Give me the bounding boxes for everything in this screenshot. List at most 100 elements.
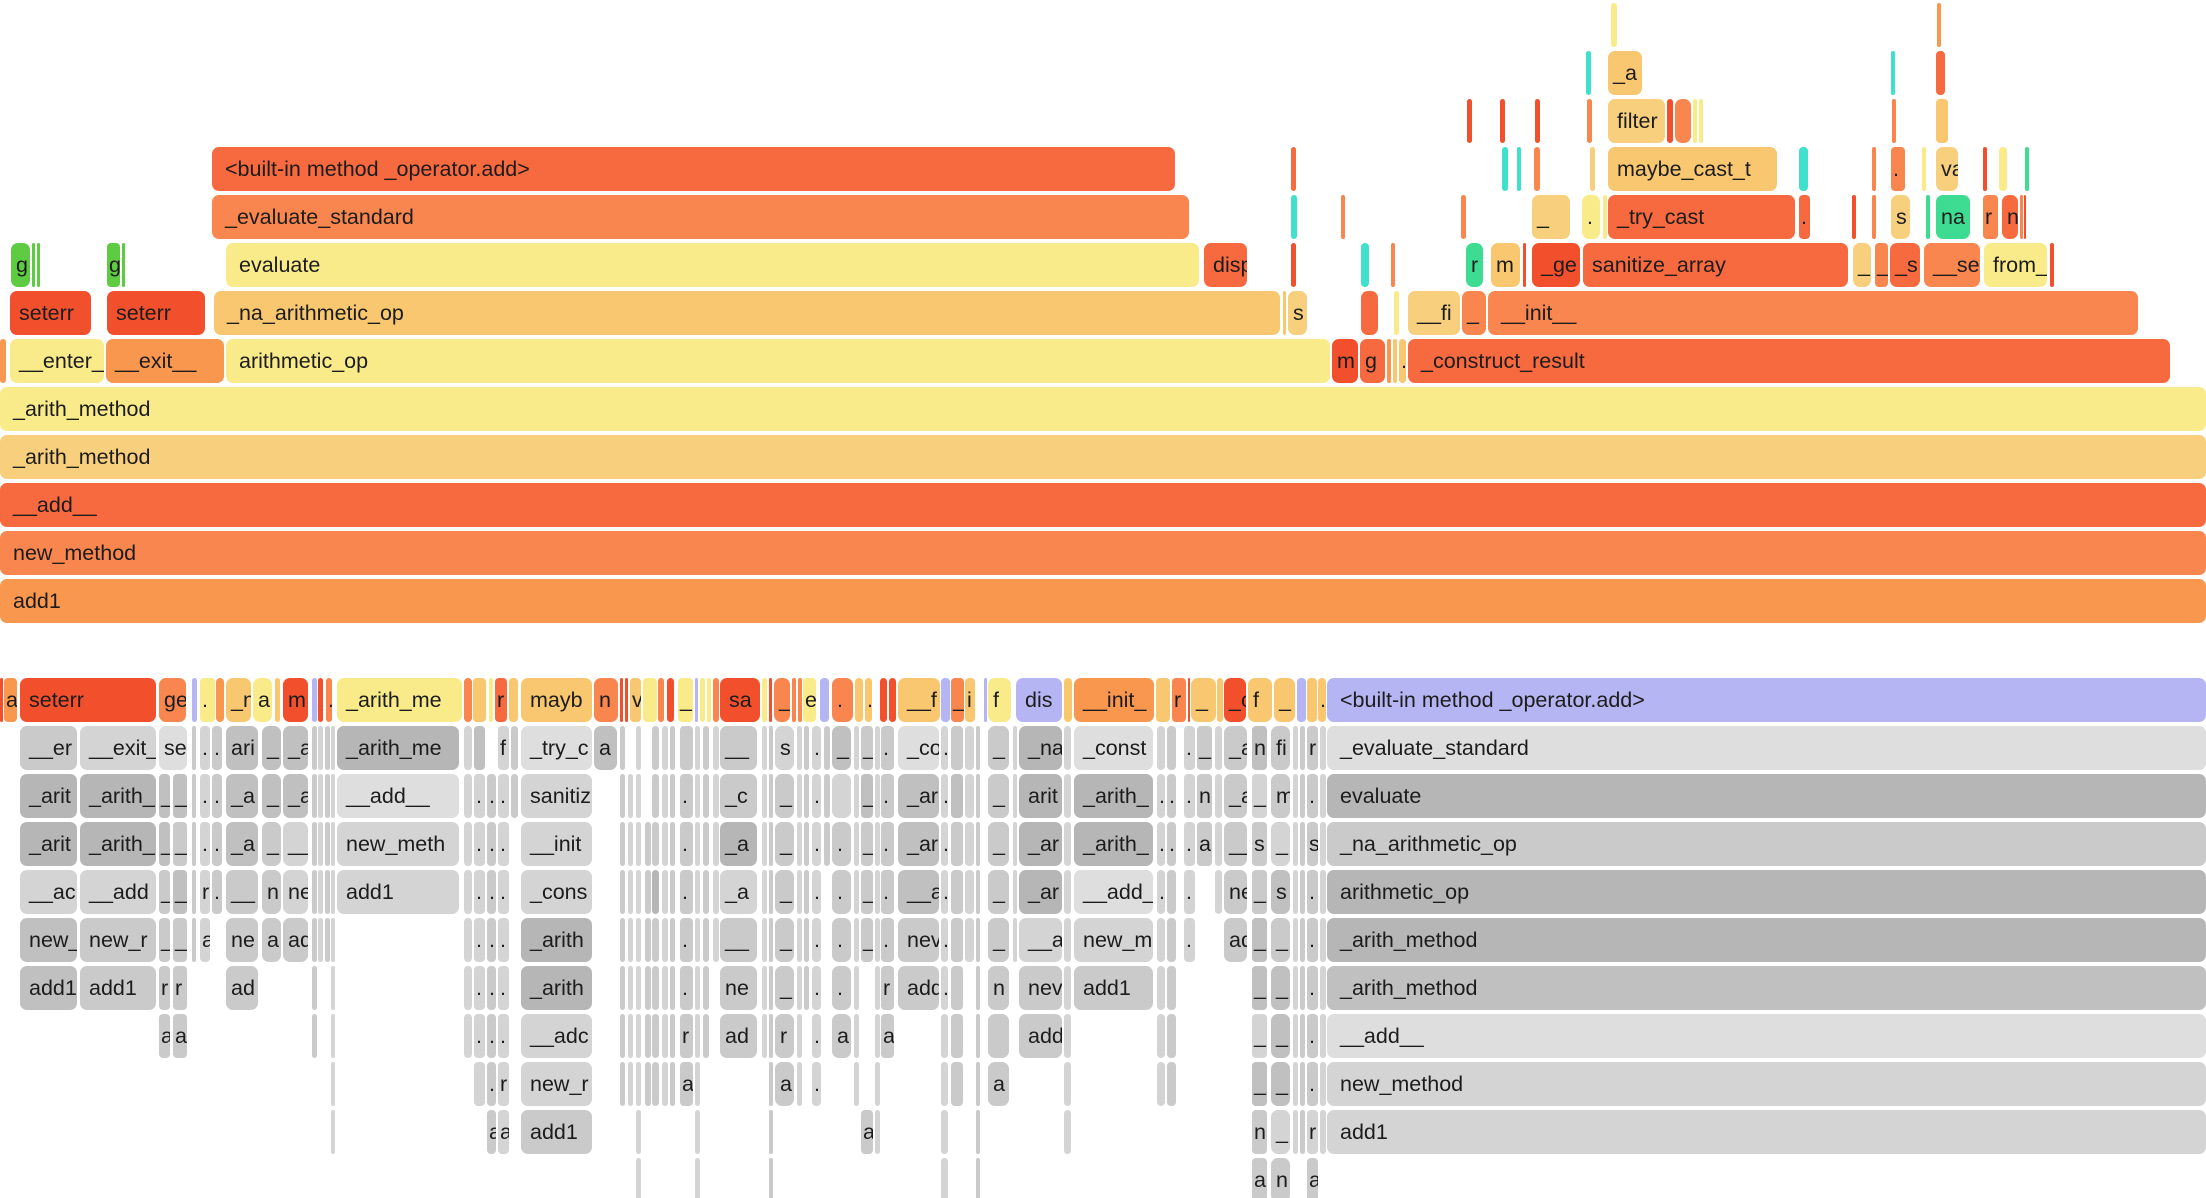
caller-stack-cell-sliver[interactable] — [620, 774, 625, 818]
caller-stack-cell-new_[interactable]: new_ — [20, 918, 77, 962]
caller-stack-cell-_arith_[interactable]: _arith_ — [1074, 774, 1153, 818]
caller-stack-cell-_[interactable]: _ — [1252, 1014, 1267, 1058]
caller-stack-cell-sliver[interactable] — [1215, 822, 1222, 866]
caller-stack-cell-sliver[interactable] — [620, 870, 625, 914]
caller-stack-cell-sliver[interactable] — [670, 822, 675, 866]
leaf-header-sliver[interactable] — [880, 678, 887, 722]
leaf-header-sliver[interactable] — [658, 678, 664, 722]
caller-stack-cell-_[interactable]: _ — [775, 870, 794, 914]
caller-stack-cell-_co[interactable]: _co — [898, 726, 939, 770]
frame-bar-sliver[interactable] — [1502, 147, 1508, 191]
caller-stack-cell-sliver[interactable] — [762, 870, 767, 914]
caller-stack-cell-sliver[interactable] — [620, 918, 625, 962]
caller-stack-cell-sliver[interactable] — [951, 966, 963, 1010]
frame-bar-m[interactable]: m — [1332, 339, 1358, 383]
caller-stack-cell-sliver[interactable] — [854, 918, 859, 962]
caller-stack-cell-s[interactable]: s — [775, 726, 794, 770]
caller-stack-cell-sliver[interactable] — [951, 774, 963, 818]
frame-bar-sliver[interactable] — [1500, 99, 1505, 143]
leaf-header-sliver[interactable] — [1217, 678, 1223, 722]
caller-stack-cell-sliver[interactable] — [875, 918, 880, 962]
caller-stack-cell-sliver[interactable] — [652, 1014, 659, 1058]
caller-stack-cell-sliver[interactable] — [976, 918, 980, 962]
leaf-header-sliver[interactable] — [0, 678, 3, 722]
caller-stack-cell-.[interactable]: . — [1307, 774, 1318, 818]
frame-bar-sliver[interactable] — [1611, 3, 1617, 47]
caller-stack-cell-r[interactable]: r — [881, 966, 894, 1010]
caller-stack-cell-sliver[interactable] — [976, 1014, 980, 1058]
caller-stack-cell-__a[interactable]: __a — [898, 870, 939, 914]
frame-bar-<built-inmethod_operator.add>[interactable]: <built-in method _operator.add> — [212, 147, 1175, 191]
caller-stack-cell-sliver[interactable] — [662, 918, 668, 962]
caller-stack-cell-sliver[interactable] — [192, 726, 196, 770]
frame-bar-__enter_[interactable]: __enter_ — [10, 339, 104, 383]
leaf-header-sliver[interactable] — [792, 678, 796, 722]
caller-stack-cell-sliver[interactable] — [192, 774, 196, 818]
caller-stack-cell-sliver[interactable] — [325, 870, 330, 914]
caller-stack-cell-sliver[interactable] — [318, 870, 323, 914]
leaf-header-<built-inmethod_operator.add>[interactable]: <built-in method _operator.add> — [1327, 678, 2206, 722]
frame-bar-_try_cast[interactable]: _try_cast — [1608, 195, 1795, 239]
caller-stack-cell-r[interactable]: r — [1307, 1110, 1318, 1154]
caller-stack-cell-sliver[interactable] — [1215, 774, 1222, 818]
frame-bar-sliver[interactable] — [1892, 99, 1896, 143]
caller-stack-cell-sliver[interactable] — [1300, 918, 1305, 962]
caller-stack-cell-sliver[interactable] — [804, 774, 809, 818]
caller-stack-cell-_[interactable]: _ — [861, 870, 873, 914]
caller-stack-cell-.[interactable]: . — [498, 1014, 509, 1058]
caller-stack-cell-sliver[interactable] — [464, 870, 472, 914]
caller-stack-cell-_[interactable]: _ — [832, 726, 851, 770]
caller-stack-cell-sliver[interactable] — [318, 726, 323, 770]
caller-stack-cell-sanitiz[interactable]: sanitiz — [521, 774, 592, 818]
frame-bar-sliver[interactable] — [1799, 147, 1808, 191]
caller-stack-cell-sliver[interactable] — [976, 822, 980, 866]
caller-stack-cell-.[interactable]: . — [1184, 822, 1195, 866]
leaf-header-n[interactable]: n — [594, 678, 618, 722]
caller-stack-cell-sliver[interactable] — [1167, 1062, 1176, 1106]
caller-stack-cell-.[interactable]: . — [832, 918, 851, 962]
caller-stack-cell-arithmetic_op[interactable]: arithmetic_op — [1327, 870, 2206, 914]
caller-stack-cell-sliver[interactable] — [797, 966, 802, 1010]
caller-stack-cell-_[interactable]: _ — [1271, 1062, 1290, 1106]
caller-stack-cell-new_r[interactable]: new_r — [521, 1062, 592, 1106]
caller-stack-cell-.[interactable]: . — [812, 966, 821, 1010]
frame-bar-sliver[interactable] — [1937, 3, 1941, 47]
leaf-header-sa[interactable]: sa — [720, 678, 760, 722]
caller-stack-cell-s[interactable]: s — [1252, 822, 1267, 866]
caller-stack-cell-__[interactable]: __ — [1224, 822, 1247, 866]
frame-bar-r[interactable]: r — [1983, 195, 1998, 239]
leaf-header-_[interactable]: _ — [774, 678, 790, 722]
caller-stack-cell-ne[interactable]: ne — [283, 870, 308, 914]
caller-stack-cell-sliver[interactable] — [1013, 918, 1017, 962]
frame-bar-sliver[interactable] — [1936, 99, 1948, 143]
frame-bar-_s[interactable]: _s — [1890, 243, 1920, 287]
caller-stack-cell-_evaluate_standard[interactable]: _evaluate_standard — [1327, 726, 2206, 770]
leaf-header-__init_[interactable]: __init_ — [1074, 678, 1154, 722]
leaf-header-sliver[interactable] — [1297, 678, 1306, 722]
caller-stack-cell-sliver[interactable] — [620, 966, 625, 1010]
caller-stack-cell-sliver[interactable] — [628, 918, 633, 962]
caller-stack-cell-ad[interactable]: ad — [1224, 918, 1247, 962]
caller-stack-cell-sliver[interactable] — [713, 774, 719, 818]
caller-stack-cell-sliver[interactable] — [713, 870, 719, 914]
caller-stack-cell-.[interactable]: . — [498, 918, 509, 962]
caller-stack-cell-sliver[interactable] — [645, 822, 651, 866]
leaf-header-sliver[interactable] — [667, 678, 674, 722]
caller-stack-cell-_[interactable]: _ — [861, 918, 873, 962]
caller-stack-cell-.[interactable]: . — [1307, 966, 1318, 1010]
frame-bar-sliver[interactable] — [1699, 99, 1703, 143]
caller-stack-cell-sliver[interactable] — [1167, 918, 1176, 962]
leaf-header-sliver[interactable] — [820, 678, 829, 722]
frame-bar-maybe_cast_t[interactable]: maybe_cast_t — [1608, 147, 1777, 191]
caller-stack-cell-a[interactable]: a — [1197, 822, 1212, 866]
caller-stack-cell-sliver[interactable] — [769, 726, 773, 770]
caller-stack-cell-sliver[interactable] — [1320, 1014, 1326, 1058]
leaf-header-_c[interactable]: _c — [1224, 678, 1246, 722]
caller-stack-cell-sliver[interactable] — [875, 1110, 880, 1154]
caller-stack-cell-_[interactable]: _ — [159, 918, 170, 962]
frame-bar-__exit__[interactable]: __exit__ — [106, 339, 224, 383]
caller-stack-cell-_[interactable]: _ — [988, 774, 1009, 818]
caller-stack-cell-.[interactable]: . — [1307, 918, 1318, 962]
caller-stack-cell-sliver[interactable] — [1157, 1062, 1165, 1106]
caller-stack-cell-.[interactable]: . — [487, 870, 496, 914]
